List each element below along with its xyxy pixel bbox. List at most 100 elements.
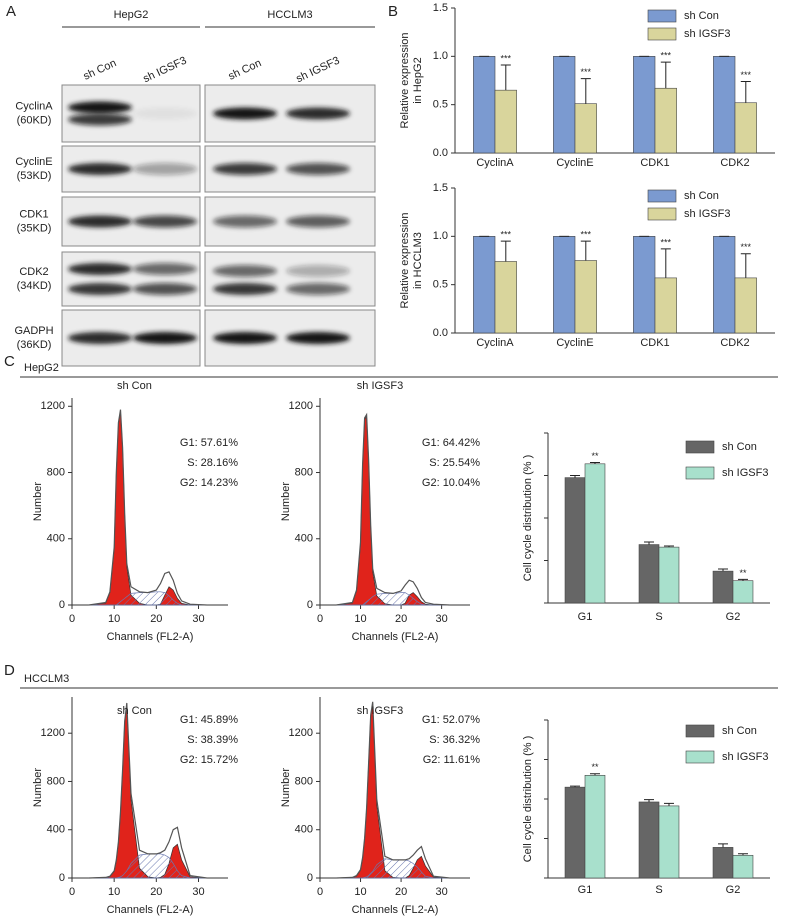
y-tick-label: 400 xyxy=(47,824,65,836)
y-tick-label: 0 xyxy=(307,599,313,611)
section-title: HCCLM3 xyxy=(24,673,69,685)
blot-band xyxy=(68,163,132,175)
blot-row-label: (53KD) xyxy=(17,170,52,182)
x-tick-label: 10 xyxy=(354,613,366,625)
blot-row-label: CyclinE xyxy=(15,156,52,168)
x-axis-label: Channels (FL2-A) xyxy=(107,631,194,643)
blot-band xyxy=(68,215,132,228)
significance: *** xyxy=(501,230,512,240)
y-axis-label: Cell cycle distribution (% ) xyxy=(522,736,534,863)
y-axis-label: Relative expression xyxy=(399,213,411,309)
bar xyxy=(734,102,757,154)
x-tick-label: 20 xyxy=(150,613,162,625)
blot-band xyxy=(286,283,350,295)
annotation: G2: 11.61% xyxy=(423,754,480,766)
blot-band xyxy=(213,332,277,344)
bar xyxy=(553,236,576,334)
bar xyxy=(473,236,496,334)
legend-swatch xyxy=(647,27,677,41)
error-bar xyxy=(500,240,511,262)
error-bar xyxy=(500,64,511,91)
lane-label: sh IGSF3 xyxy=(294,55,341,86)
bar xyxy=(564,786,586,879)
error-bar xyxy=(570,785,581,788)
blot-row-label: CDK2 xyxy=(19,266,48,278)
legend-label: sh Con xyxy=(722,441,757,453)
bar xyxy=(732,854,754,879)
x-tick-label: CyclinA xyxy=(476,157,514,169)
error-bar xyxy=(580,240,591,261)
annotation: S: 25.54% xyxy=(429,457,480,469)
x-tick-label: S xyxy=(655,884,662,896)
blot-band xyxy=(68,332,132,344)
x-tick-label: 0 xyxy=(317,886,323,898)
histogram-curve xyxy=(336,702,450,879)
bar xyxy=(574,260,597,334)
y-tick-label: 1200 xyxy=(289,400,313,412)
legend-swatch xyxy=(647,9,677,23)
bar xyxy=(584,463,606,604)
bar xyxy=(658,546,680,604)
histogram-curve xyxy=(88,591,207,606)
legend-swatch xyxy=(685,724,715,738)
error-bar xyxy=(644,541,655,545)
y-tick-label: 1.5 xyxy=(433,182,448,194)
blot-frame xyxy=(204,251,376,307)
bar xyxy=(658,805,680,879)
blot-band xyxy=(68,113,132,126)
x-tick-label: 20 xyxy=(150,886,162,898)
error-bar xyxy=(737,853,748,856)
legend-label: sh IGSF3 xyxy=(684,28,730,40)
y-axis-label: Number xyxy=(32,768,44,807)
x-tick-label: 30 xyxy=(192,886,204,898)
panel-label: D xyxy=(4,662,15,679)
y-tick-label: 800 xyxy=(295,466,313,478)
blot-band xyxy=(68,101,132,114)
panel-label: A xyxy=(6,3,16,20)
y-tick-label: 1200 xyxy=(41,727,65,739)
bar xyxy=(734,277,757,334)
significance: ** xyxy=(591,762,599,772)
x-tick-label: G1 xyxy=(578,884,593,896)
error-bar xyxy=(663,545,674,548)
histogram-curve xyxy=(88,704,207,879)
section-title: HepG2 xyxy=(24,362,59,374)
x-tick-label: 0 xyxy=(69,886,75,898)
blot-band xyxy=(213,107,277,120)
y-axis-label: Relative expression xyxy=(399,33,411,129)
significance: *** xyxy=(741,70,752,80)
histogram-curve xyxy=(336,412,450,606)
y-tick-label: 0.5 xyxy=(433,99,448,111)
panel-subtitle: sh IGSF3 xyxy=(357,705,403,717)
significance: *** xyxy=(661,51,672,61)
bar xyxy=(713,236,736,334)
panel-subtitle: sh Con xyxy=(117,705,152,717)
x-tick-label: CyclinA xyxy=(476,337,514,349)
annotation: G2: 14.23% xyxy=(180,477,238,489)
y-tick-label: 1200 xyxy=(41,400,65,412)
y-tick-label: 1.0 xyxy=(433,50,448,62)
error-bar xyxy=(718,843,729,848)
error-bar xyxy=(580,78,591,104)
y-tick-label: 1200 xyxy=(289,727,313,739)
x-tick-label: S xyxy=(655,611,662,623)
y-axis-label: in HepG2 xyxy=(412,57,424,103)
y-axis-label: Number xyxy=(280,768,292,807)
histogram-curve xyxy=(88,853,207,879)
blot-band xyxy=(286,163,350,175)
x-tick-label: 10 xyxy=(354,886,366,898)
x-tick-label: CyclinE xyxy=(556,337,593,349)
annotation: G1: 57.61% xyxy=(180,437,238,449)
y-tick-label: 800 xyxy=(295,775,313,787)
legend-swatch xyxy=(685,750,715,764)
blot-band xyxy=(133,163,197,175)
y-tick-label: 800 xyxy=(47,466,65,478)
y-tick-label: 800 xyxy=(47,775,65,787)
histogram-curve xyxy=(88,702,207,879)
blot-band xyxy=(68,283,132,295)
blot-row-label: (60KD) xyxy=(17,114,52,126)
y-axis-label: in HCCLM3 xyxy=(412,232,424,289)
blot-band xyxy=(286,215,350,228)
y-tick-label: 0.0 xyxy=(433,327,448,339)
significance: *** xyxy=(741,242,752,252)
